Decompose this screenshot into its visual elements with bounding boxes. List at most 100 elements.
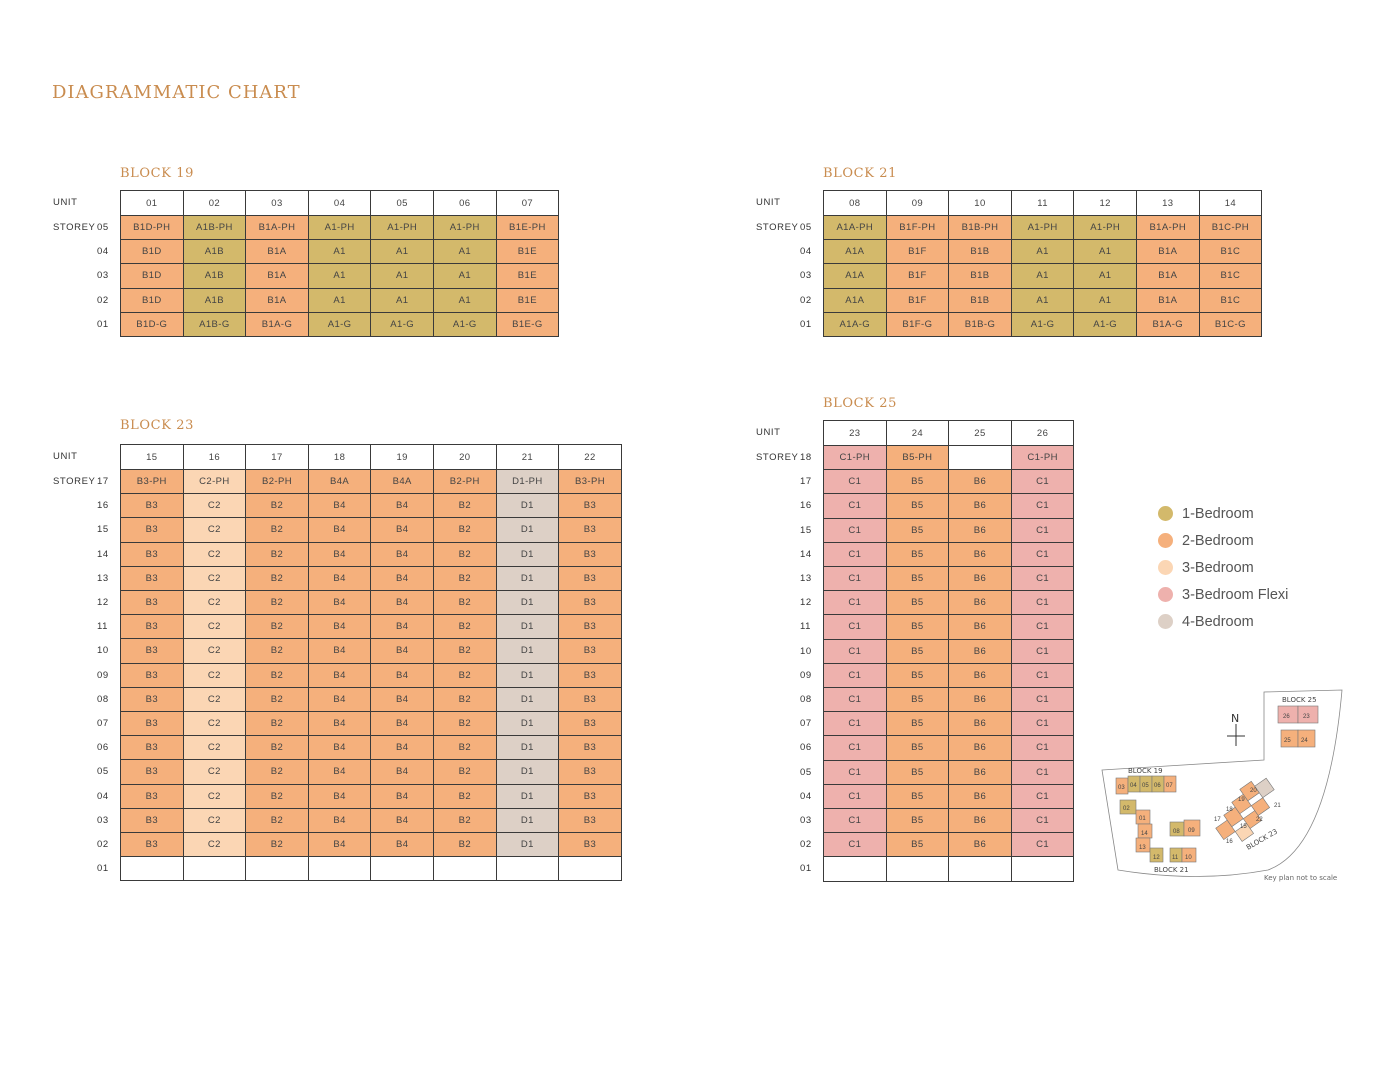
unit-cell: A1 bbox=[1073, 239, 1137, 265]
unit-cell: B1B-G bbox=[948, 311, 1012, 337]
unit-cell: B2 bbox=[245, 711, 309, 737]
unit-cell: A1-PH bbox=[433, 215, 497, 241]
storey-number: 03 bbox=[97, 814, 109, 826]
unit-cell: B4 bbox=[307, 541, 372, 567]
storey-number: 02 bbox=[97, 839, 109, 850]
unit-cell bbox=[948, 856, 1012, 882]
unit-cell: B2 bbox=[245, 517, 309, 543]
unit-cell: B2 bbox=[245, 662, 309, 688]
unit-header: 24 bbox=[885, 420, 950, 446]
unit-cell: C1 bbox=[1010, 566, 1075, 592]
unit-cell: B1B bbox=[948, 239, 1012, 265]
unit-cell: A1-PH bbox=[1010, 215, 1075, 241]
unit-cell: C2 bbox=[182, 565, 247, 591]
unit-cell: C2 bbox=[182, 686, 247, 712]
unit-cell: D1 bbox=[495, 759, 560, 785]
svg-text:05: 05 bbox=[1142, 783, 1149, 789]
unit-cell: C2 bbox=[182, 759, 247, 785]
unit-cell: B6 bbox=[948, 687, 1012, 713]
storey-number: 18 bbox=[800, 452, 812, 463]
legend-label: 2-Bedroom bbox=[1182, 532, 1254, 549]
unit-cell: B3 bbox=[120, 735, 184, 761]
unit-cell bbox=[1010, 856, 1075, 882]
unit-cell: B2 bbox=[245, 686, 309, 712]
unit-cell: B4 bbox=[307, 493, 372, 519]
storey-number: 13 bbox=[800, 573, 812, 584]
storey-number: 04 bbox=[97, 246, 109, 258]
unit-cell: B1C bbox=[1198, 239, 1263, 265]
unit-cell: C1 bbox=[823, 566, 887, 592]
unit-cell: D1 bbox=[495, 686, 560, 712]
unit-cell: B1E bbox=[495, 239, 560, 265]
unit-cell: B3 bbox=[120, 541, 184, 567]
unit-cell: C2 bbox=[182, 614, 247, 640]
unit-cell: B1A bbox=[1136, 263, 1200, 289]
unit-cell: B2 bbox=[245, 541, 309, 567]
unit-cell: A1 bbox=[370, 239, 434, 265]
unit-cell: B5 bbox=[885, 493, 950, 519]
storey-label: STOREY bbox=[756, 452, 799, 463]
storey-number: 12 bbox=[97, 597, 109, 608]
unit-cell: D1 bbox=[495, 590, 560, 616]
unit-cell: B6 bbox=[948, 808, 1012, 834]
svg-text:01: 01 bbox=[1139, 816, 1146, 822]
unit-cell: C1 bbox=[823, 808, 887, 834]
storey-number: 17 bbox=[97, 476, 109, 487]
unit-cell: C1 bbox=[823, 759, 887, 785]
unit-cell: B3 bbox=[558, 541, 622, 567]
unit-cell: B4 bbox=[307, 759, 372, 785]
unit-cell: C1 bbox=[1010, 735, 1075, 761]
unit-cell bbox=[307, 856, 372, 882]
unit-cell: B5 bbox=[885, 541, 950, 567]
storey-number: 02 bbox=[800, 839, 812, 851]
storey-label: STOREY bbox=[53, 476, 96, 487]
storey-number: 15 bbox=[800, 524, 812, 536]
unit-cell: C2 bbox=[182, 783, 247, 809]
unit-cell: B1D bbox=[120, 263, 184, 289]
unit-cell: B2 bbox=[433, 735, 497, 761]
unit-cell: B2 bbox=[245, 783, 309, 809]
unit-header: 06 bbox=[433, 190, 497, 216]
unit-cell: C1 bbox=[1010, 783, 1075, 809]
unit-cell: B5 bbox=[885, 638, 950, 664]
unit-cell: B5 bbox=[885, 711, 950, 737]
unit-cell: D1 bbox=[495, 493, 560, 519]
unit-cell: B2 bbox=[245, 493, 309, 519]
unit-cell: A1-G bbox=[433, 311, 497, 337]
unit-cell: B2 bbox=[245, 638, 309, 664]
unit-cell: B5 bbox=[885, 566, 950, 592]
unit-cell: C1 bbox=[1010, 808, 1075, 834]
keyplan-block19-label: BLOCK 19 bbox=[1128, 767, 1163, 775]
unit-cell: B1F bbox=[885, 263, 950, 289]
unit-cell: B4 bbox=[370, 783, 434, 809]
unit-cell: B3 bbox=[120, 590, 184, 616]
unit-cell: B3 bbox=[558, 735, 622, 761]
unit-cell: B2 bbox=[433, 783, 497, 809]
unit-header: 11 bbox=[1010, 190, 1075, 216]
unit-cell: C1-PH bbox=[823, 445, 887, 471]
legend-label: 3-Bedroom Flexi bbox=[1182, 586, 1289, 603]
unit-cell: B2 bbox=[245, 565, 309, 591]
unit-cell: B2 bbox=[433, 807, 497, 833]
svg-text:02: 02 bbox=[1123, 806, 1130, 812]
unit-cell: C2-PH bbox=[182, 469, 247, 495]
unit-cell: B5 bbox=[885, 783, 950, 809]
unit-cell: D1 bbox=[495, 541, 560, 567]
unit-cell: A1A bbox=[823, 263, 887, 289]
unit-cell: B2 bbox=[433, 711, 497, 737]
unit-cell: B6 bbox=[948, 832, 1012, 858]
unit-cell: C1 bbox=[1010, 759, 1075, 785]
unit-cell: B3 bbox=[120, 807, 184, 833]
unit-header: 09 bbox=[885, 190, 950, 216]
unit-cell: D1 bbox=[495, 662, 560, 688]
unit-cell: B6 bbox=[948, 711, 1012, 737]
unit-cell: C2 bbox=[182, 517, 247, 543]
unit-cell: D1 bbox=[495, 783, 560, 809]
unit-cell: C1 bbox=[823, 541, 887, 567]
unit-cell: C2 bbox=[182, 541, 247, 567]
unit-cell bbox=[120, 856, 184, 882]
unit-header: 13 bbox=[1136, 190, 1200, 216]
svg-text:07: 07 bbox=[1166, 783, 1173, 789]
unit-cell: A1 bbox=[370, 287, 434, 313]
unit-cell: B1C-PH bbox=[1198, 215, 1263, 241]
